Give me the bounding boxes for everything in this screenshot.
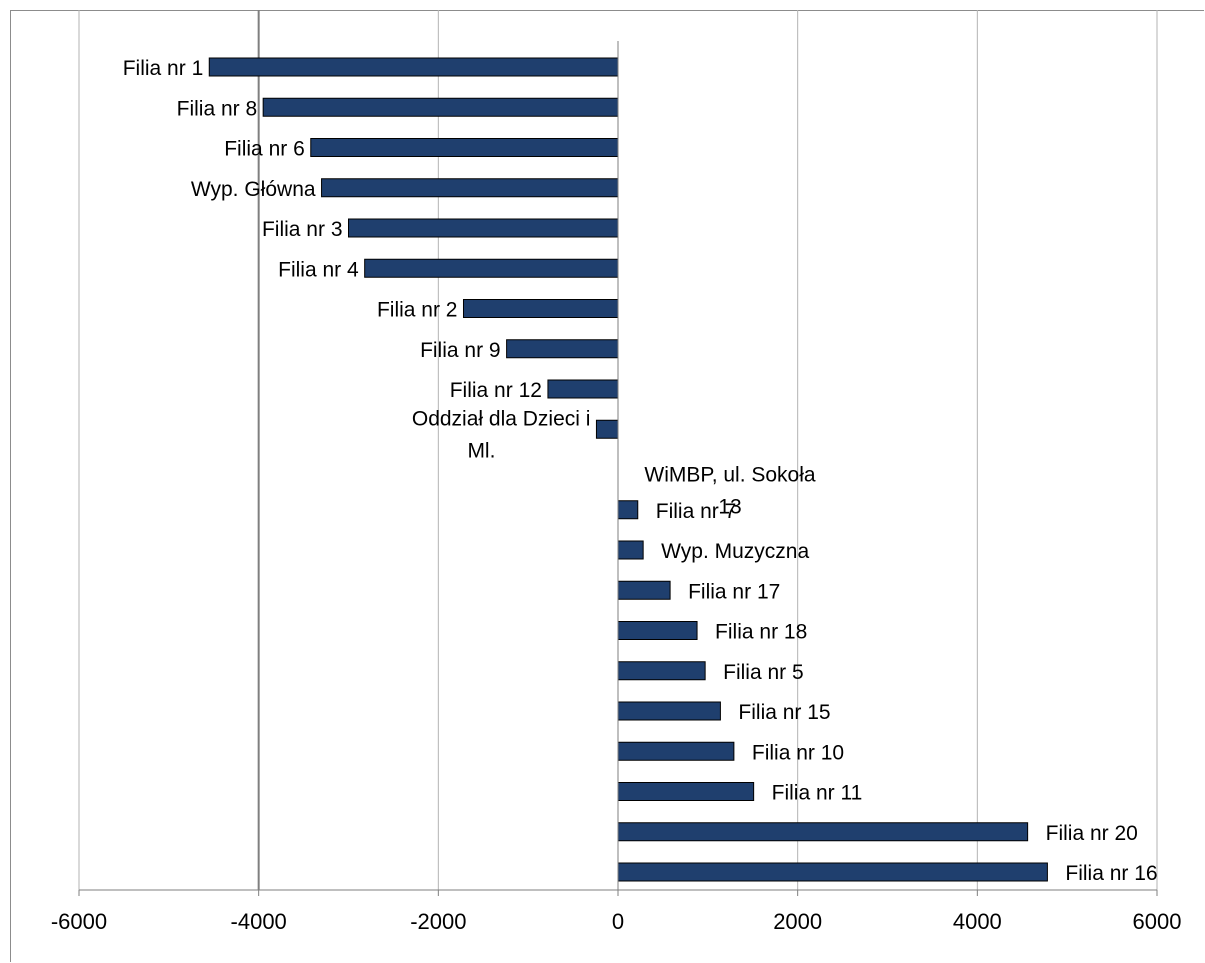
bar [617, 580, 671, 600]
bar [348, 218, 619, 238]
x-tick-label: 4000 [953, 909, 1002, 934]
category-label: Filia nr 5 [723, 661, 804, 684]
category-label: Filia nr 2 [377, 299, 458, 322]
bar [617, 500, 639, 520]
category-labels: Filia nr 1 Filia nr 8 Filia nr 6 Wyp. Główn… [123, 57, 1158, 885]
bar [506, 339, 619, 359]
category-label-line: Ml. [467, 439, 495, 462]
chart-frame [10, 10, 1204, 962]
bar [364, 258, 619, 278]
category-label: Filia nr 10 [752, 741, 844, 764]
category-label-line: 13 [718, 496, 741, 519]
category-label: Filia nr 20 [1046, 822, 1138, 845]
category-label: Filia nr 18 [715, 621, 807, 644]
category-label: Filia nr 7 [656, 500, 737, 523]
category-label: Wyp. Muzyczna [661, 540, 809, 563]
gridlines [78, 10, 1158, 890]
x-tick-label: -2000 [410, 909, 466, 934]
category-label: Filia nr 4 [278, 258, 359, 281]
category-label: Filia nr 16 [1065, 862, 1157, 885]
x-tick-label: 6000 [1133, 909, 1182, 934]
x-axis: -6000 -4000 -2000 0 2000 4000 6000 [51, 41, 1182, 934]
category-label: Filia nr 9 [420, 339, 501, 362]
bar [262, 97, 619, 117]
x-tick-label: 2000 [773, 909, 822, 934]
bars [208, 57, 1048, 882]
bar [617, 741, 735, 761]
x-tick-label: -6000 [51, 909, 107, 934]
category-label: Filia nr 15 [738, 701, 830, 724]
bar [208, 57, 619, 77]
bar [321, 178, 619, 198]
bar [617, 621, 698, 640]
category-label: Oddział dla Dzieci i Ml. [412, 407, 591, 462]
bar [617, 862, 1048, 882]
bar [617, 701, 721, 721]
category-label-line: Oddział dla Dzieci i [412, 407, 591, 430]
bar [617, 782, 755, 801]
category-label: Filia nr 6 [224, 138, 305, 161]
bar [595, 419, 619, 439]
bar [617, 540, 644, 560]
category-label-line: WiMBP, ul. Sokoła [644, 464, 815, 487]
category-label: Filia nr 8 [177, 97, 258, 120]
bar [547, 379, 619, 399]
category-label: Filia nr 3 [262, 218, 343, 241]
bar [617, 661, 706, 681]
bar [310, 138, 619, 157]
category-label: Filia nr 12 [450, 379, 542, 402]
category-label: WiMBP, ul. Sokoła 13 [644, 464, 815, 519]
bar [462, 299, 619, 318]
bar [617, 822, 1029, 842]
category-label: Filia nr 11 [772, 782, 863, 805]
category-label: Filia nr 1 [123, 57, 204, 80]
category-label: Wyp. Główna [191, 178, 316, 201]
category-label: Filia nr 17 [688, 580, 780, 603]
x-tick-label: -4000 [231, 909, 287, 934]
x-tick-label: 0 [612, 909, 624, 934]
